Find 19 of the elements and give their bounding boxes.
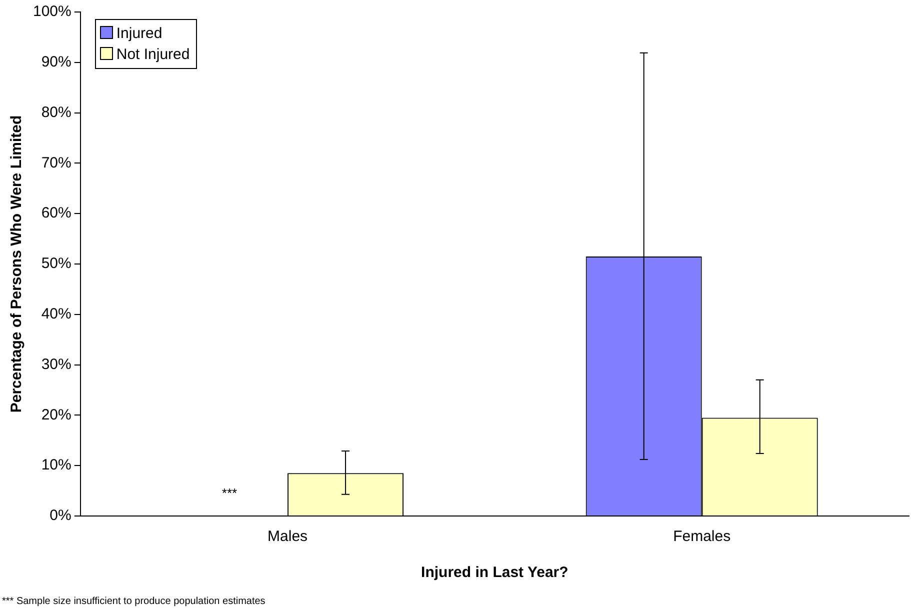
y-tick-label: 40% [41, 306, 72, 323]
x-axis-title: Injured in Last Year? [421, 564, 568, 582]
y-tick-label: 70% [41, 154, 72, 172]
text: *** Sample size insufficient to produce population estimates [2, 596, 266, 607]
y-tick-label: 20% [41, 406, 72, 424]
x-tick-label: Females [673, 528, 731, 546]
y-tick-label: 30% [41, 356, 72, 373]
y-tick-label: 60% [41, 204, 72, 222]
legend-label: Injured [115, 24, 164, 44]
y-tick-label: 0% [50, 507, 72, 524]
y-tick-label: 80% [41, 104, 72, 121]
y-tick-label: 50% [41, 255, 72, 272]
y-axis-title: Percentage of Persons Who Were Limited [8, 115, 26, 413]
y-tick-label: 10% [41, 456, 72, 474]
y-tick-label: 90% [41, 54, 72, 71]
legend-label: Not Injured [115, 45, 190, 65]
y-tick-label: 100% [32, 3, 72, 20]
x-tick-label: Males [268, 528, 308, 546]
annotation: *** [222, 486, 238, 501]
